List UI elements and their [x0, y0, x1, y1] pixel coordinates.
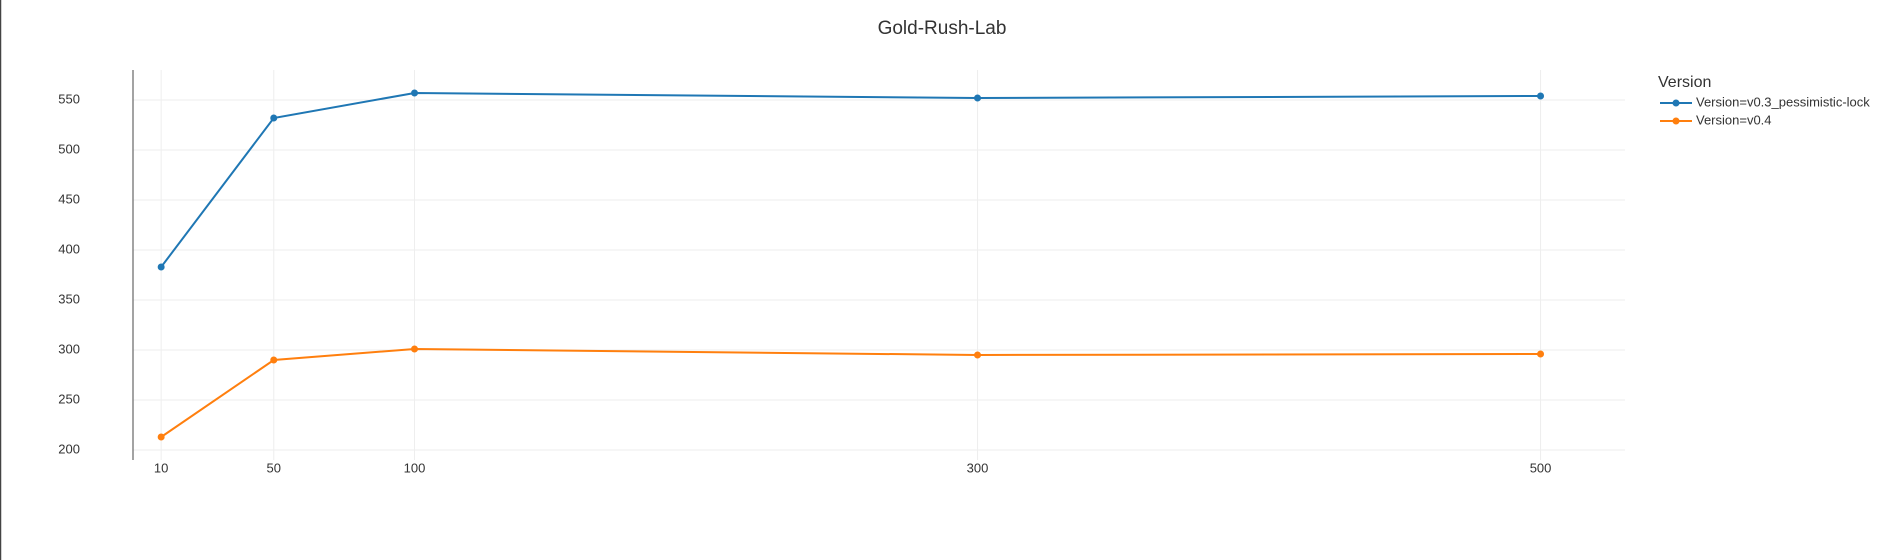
x-tick-label: 50 — [267, 460, 281, 475]
data-point — [157, 433, 165, 441]
x-tick-label: 10 — [154, 460, 168, 475]
series-line — [160, 91, 1541, 268]
data-point — [270, 114, 278, 122]
y-tick-label: 400 — [58, 241, 80, 256]
legend-label: Version=v0.4 — [1696, 112, 1772, 127]
x-tick-label: 100 — [404, 460, 426, 475]
x-tick-label: 300 — [967, 460, 989, 475]
chart-title: Gold-Rush-Lab — [878, 18, 1007, 39]
y-tick-label: 300 — [58, 341, 80, 356]
y-tick-label: 500 — [58, 141, 80, 156]
y-tick-label: 350 — [58, 291, 80, 306]
data-point — [1537, 92, 1545, 100]
legend-label: Version=v0.3_pessimistic-lock — [1696, 94, 1870, 109]
data-point — [157, 263, 165, 271]
legend-marker — [1672, 117, 1680, 125]
data-point — [1537, 350, 1545, 358]
x-tick-label: 500 — [1530, 460, 1552, 475]
y-tick-label: 250 — [58, 391, 80, 406]
data-point — [411, 345, 419, 353]
y-tick-label: 550 — [58, 91, 80, 106]
data-point — [974, 94, 982, 102]
series-line — [160, 347, 1541, 438]
legend-title: Version — [1658, 74, 1711, 91]
y-tick-label: 450 — [58, 191, 80, 206]
data-point — [411, 89, 419, 97]
data-point — [270, 356, 278, 364]
y-tick-label: 200 — [58, 441, 80, 456]
legend-marker — [1672, 99, 1680, 107]
data-point — [974, 351, 982, 359]
